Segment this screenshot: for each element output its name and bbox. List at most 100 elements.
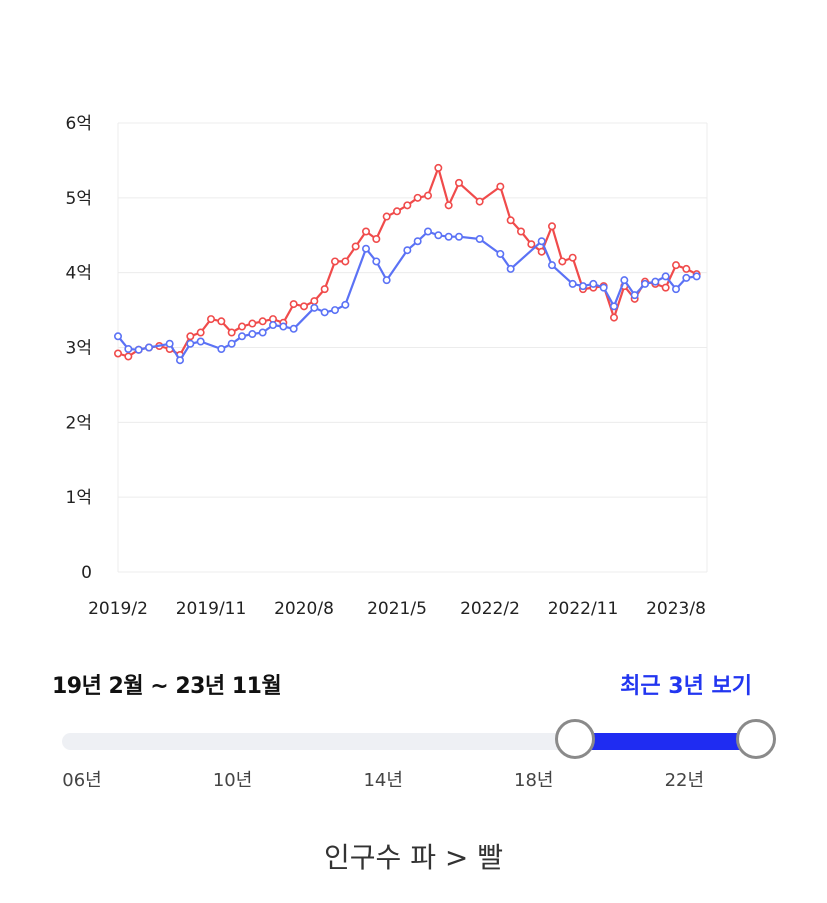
series-2-point[interactable] xyxy=(578,282,587,291)
series-2-point[interactable] xyxy=(134,345,143,354)
recent-3-years-button[interactable]: 최근 3년 보기 xyxy=(620,668,752,700)
series-2-point[interactable] xyxy=(361,244,370,253)
series-2-point[interactable] xyxy=(661,272,670,281)
series-2-point[interactable] xyxy=(268,321,277,330)
series-1-point[interactable] xyxy=(537,247,546,256)
series-2-point[interactable] xyxy=(217,344,226,353)
series-1-point[interactable] xyxy=(289,300,298,309)
series-2-point[interactable] xyxy=(114,332,123,341)
series-1-point[interactable] xyxy=(403,201,412,210)
series-1-point[interactable] xyxy=(682,264,691,273)
series-2-point[interactable] xyxy=(475,234,484,243)
series-2-point[interactable] xyxy=(413,237,422,246)
series-1-point[interactable] xyxy=(413,193,422,202)
series-2-point[interactable] xyxy=(186,339,195,348)
series-2-point[interactable] xyxy=(341,300,350,309)
series-2-point[interactable] xyxy=(382,276,391,285)
series-2-point[interactable] xyxy=(609,302,618,311)
series-2-point[interactable] xyxy=(372,257,381,266)
series-1-point[interactable] xyxy=(444,201,453,210)
series-1-point[interactable] xyxy=(124,352,133,361)
series-1-point[interactable] xyxy=(496,182,505,191)
series-2-point[interactable] xyxy=(640,279,649,288)
y-tick-label: 3억 xyxy=(66,339,92,359)
slider-start-handle[interactable] xyxy=(555,719,596,759)
series-1-point[interactable] xyxy=(527,240,536,249)
series-1-point[interactable] xyxy=(372,234,381,243)
series-2-point[interactable] xyxy=(289,324,298,333)
series-1-point[interactable] xyxy=(671,261,680,270)
series-2-point[interactable] xyxy=(330,306,339,315)
series-2-point[interactable] xyxy=(568,279,577,288)
series-1-line xyxy=(117,166,698,358)
series-2-point[interactable] xyxy=(423,227,432,236)
series-2-point[interactable] xyxy=(692,272,701,281)
series-1-point[interactable] xyxy=(196,328,205,337)
series-2-point[interactable] xyxy=(599,283,608,292)
series-1-point[interactable] xyxy=(392,207,401,216)
series-1-point[interactable] xyxy=(454,178,463,187)
x-tick-label: 2021/5 xyxy=(367,599,427,619)
year-range-slider[interactable] xyxy=(62,718,776,764)
series-2-point[interactable] xyxy=(320,308,329,317)
series-2-point[interactable] xyxy=(506,264,515,273)
series-1-point[interactable] xyxy=(238,322,247,331)
series-1-point[interactable] xyxy=(547,222,556,231)
series-1-point[interactable] xyxy=(423,191,432,200)
series-2-point[interactable] xyxy=(279,322,288,331)
series-2-point[interactable] xyxy=(258,328,267,337)
series-1-point[interactable] xyxy=(258,317,267,326)
series-1-point[interactable] xyxy=(558,257,567,266)
series-2-point[interactable] xyxy=(620,276,629,285)
series-2-point[interactable] xyxy=(454,232,463,241)
series-1-point[interactable] xyxy=(320,285,329,294)
series-1-point[interactable] xyxy=(299,302,308,311)
series-2 xyxy=(114,227,701,365)
series-2-point[interactable] xyxy=(434,231,443,240)
series-2-point[interactable] xyxy=(682,273,691,282)
series-2-point[interactable] xyxy=(651,277,660,286)
x-axis: 2019/2 2019/11 2020/8 2021/5 2022/2 2022/11 20… xyxy=(88,599,706,619)
series-1-point[interactable] xyxy=(207,315,216,324)
series-1-point[interactable] xyxy=(661,283,670,292)
series-2-point[interactable] xyxy=(547,261,556,270)
series-2-point[interactable] xyxy=(537,237,546,246)
series-1-point[interactable] xyxy=(516,227,525,236)
x-tick-label: 2023/8 xyxy=(646,599,706,619)
series-2-point[interactable] xyxy=(227,339,236,348)
series-2-point[interactable] xyxy=(310,303,319,312)
series-2-point[interactable] xyxy=(248,330,257,339)
series-2-point[interactable] xyxy=(238,332,247,341)
series-1-point[interactable] xyxy=(475,197,484,206)
series-1-point[interactable] xyxy=(217,317,226,326)
series-2-point[interactable] xyxy=(145,343,154,352)
slider-tick-label: 18년 xyxy=(514,770,554,791)
series-2-point[interactable] xyxy=(630,291,639,300)
series-1-point[interactable] xyxy=(227,328,236,337)
series-1-point[interactable] xyxy=(382,212,391,221)
selected-range-text: 19년 2월 ~ 23년 11월 xyxy=(52,674,282,699)
series-1-point[interactable] xyxy=(114,349,123,358)
series-1-point[interactable] xyxy=(568,253,577,262)
series-1-point[interactable] xyxy=(310,297,319,306)
series-1-point[interactable] xyxy=(506,216,515,225)
series-2-point[interactable] xyxy=(403,246,412,255)
series-1-point[interactable] xyxy=(248,319,257,328)
series-1-point[interactable] xyxy=(351,242,360,251)
series-2-point[interactable] xyxy=(589,279,598,288)
series-1-point[interactable] xyxy=(434,163,443,172)
series-1-point[interactable] xyxy=(361,227,370,236)
y-tick-label: 6억 xyxy=(66,114,92,134)
series-2-point[interactable] xyxy=(165,339,174,348)
series-2-point[interactable] xyxy=(196,337,205,346)
series-2-point[interactable] xyxy=(671,285,680,294)
series-2-point[interactable] xyxy=(124,344,133,353)
series-2-point[interactable] xyxy=(444,232,453,241)
slider-end-handle[interactable] xyxy=(735,719,776,759)
series-2-point[interactable] xyxy=(176,356,185,365)
series-1-point[interactable] xyxy=(609,313,618,322)
series-2-point[interactable] xyxy=(496,249,505,258)
series-1-point[interactable] xyxy=(330,257,339,266)
series-1-point[interactable] xyxy=(341,257,350,266)
series-1-point[interactable] xyxy=(186,332,195,341)
